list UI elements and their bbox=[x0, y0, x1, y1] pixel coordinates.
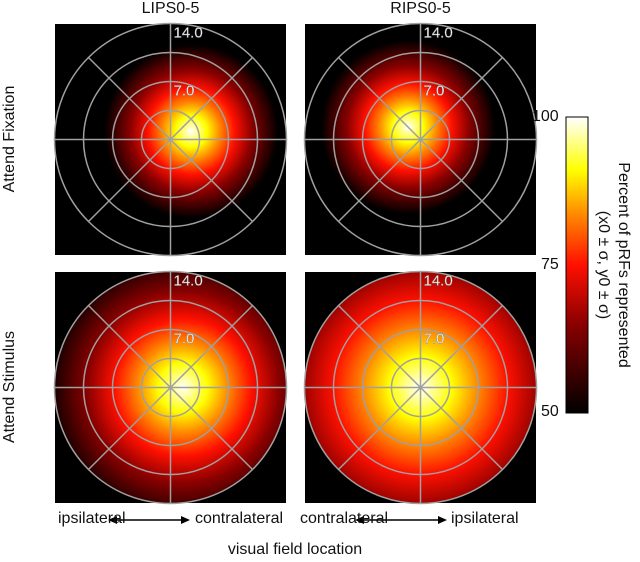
colorbar-tick-100: 100 bbox=[532, 108, 559, 125]
polar-panel-3: 14.0 7.0 bbox=[303, 270, 538, 505]
polar-panel-0: 14.0 7.0 bbox=[53, 22, 288, 257]
direction-right-a: contralateral bbox=[300, 510, 389, 527]
arrow-left-icon bbox=[108, 516, 117, 524]
colorbar-tick-75: 75 bbox=[541, 256, 559, 273]
ring-label: 14.0 bbox=[424, 25, 453, 42]
colorbar-sublabel: (x0 ± σ, y0 ± σ) bbox=[595, 210, 612, 320]
column-title-rips: RIPS0-5 bbox=[390, 0, 451, 17]
ring-label: 14.0 bbox=[174, 273, 203, 290]
ring-label: 14.0 bbox=[424, 273, 453, 290]
ring-label: 7.0 bbox=[174, 83, 195, 100]
ring-label: 14.0 bbox=[174, 25, 203, 42]
column-title-lips: LIPS0-5 bbox=[141, 0, 200, 17]
ring-label: 7.0 bbox=[424, 83, 445, 100]
colorbar-label: Percent of pRFs represented bbox=[615, 162, 632, 368]
polar-angle-line bbox=[87, 304, 254, 471]
colorbar bbox=[565, 116, 589, 414]
arrow-right-icon bbox=[181, 516, 190, 524]
ring-label: 7.0 bbox=[174, 331, 195, 348]
colorbar-tick-50: 50 bbox=[541, 403, 559, 420]
ring-label: 7.0 bbox=[424, 331, 445, 348]
direction-left-b: contralateral bbox=[195, 510, 284, 527]
polar-panel-1: 14.0 7.0 bbox=[303, 22, 538, 257]
direction-left-a: ipsilateral bbox=[58, 510, 126, 527]
direction-right-b: ipsilateral bbox=[451, 510, 519, 527]
polar-angle-line bbox=[337, 304, 504, 471]
arrow-right-icon bbox=[438, 516, 447, 524]
polar-angle-line bbox=[337, 56, 504, 223]
polar-angle-line bbox=[87, 56, 254, 223]
arrow-left-icon bbox=[355, 516, 364, 524]
polar-panel-2: 14.0 7.0 bbox=[53, 270, 288, 505]
x-axis-label: visual field location bbox=[227, 541, 363, 558]
